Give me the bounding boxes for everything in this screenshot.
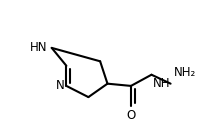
Text: O: O [126,109,136,122]
Text: N: N [56,79,65,92]
Text: NH₂: NH₂ [174,66,196,79]
Text: HN: HN [30,41,47,54]
Text: NH: NH [153,77,171,90]
